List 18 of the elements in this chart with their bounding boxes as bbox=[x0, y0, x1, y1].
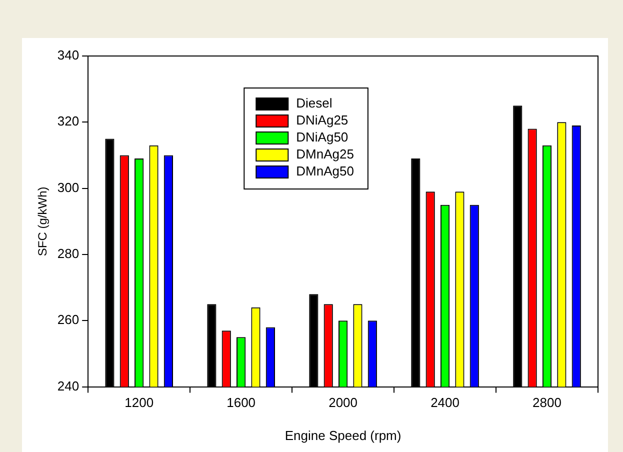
x-tick-label: 2400 bbox=[430, 395, 460, 410]
y-axis-title: SFC (g/kWh) bbox=[36, 186, 50, 256]
legend-label: DMnAg25 bbox=[296, 146, 354, 162]
y-tick-label: 260 bbox=[57, 312, 80, 328]
x-tick-label: 1200 bbox=[124, 395, 154, 410]
x-tick-label: 1600 bbox=[226, 395, 256, 410]
legend-label: DNiAg25 bbox=[296, 112, 348, 128]
y-tick-label: 300 bbox=[57, 180, 80, 195]
x-axis-title: Engine Speed (rpm) bbox=[284, 428, 402, 443]
y-tick-label: 280 bbox=[57, 246, 80, 262]
legend-label: Diesel bbox=[296, 96, 332, 111]
x-tick-label: 2800 bbox=[532, 395, 562, 410]
legend-label: DNiAg50 bbox=[296, 130, 348, 145]
y-tick-label: 240 bbox=[57, 378, 80, 394]
x-tick-label: 2000 bbox=[328, 395, 358, 410]
legend-label: DMnAg50 bbox=[296, 164, 354, 179]
y-tick-label: 340 bbox=[57, 48, 80, 63]
y-tick-label: 320 bbox=[57, 114, 80, 129]
